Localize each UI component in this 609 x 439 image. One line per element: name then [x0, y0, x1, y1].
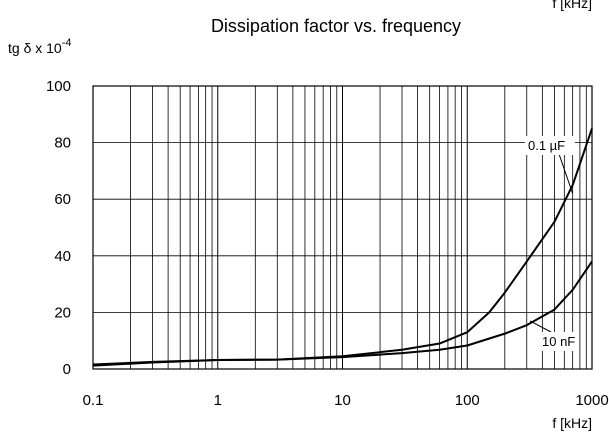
series-annotations: 0.1 µF 10 nF — [525, 136, 579, 351]
annotation-leader-line — [558, 153, 574, 194]
y-axis-label: tg δ x 10-4 — [8, 37, 72, 56]
x-tick-label: 0.1 — [83, 392, 104, 409]
plot-border — [92, 85, 593, 370]
y-tick-label: 80 — [54, 135, 71, 152]
series-line-1 — [92, 260, 593, 366]
plot-frame — [92, 85, 593, 370]
x-tick-label: 1 — [214, 392, 222, 409]
grid-lines — [92, 85, 592, 370]
y-tick-label: 100 — [46, 78, 71, 95]
y-tick-label: 60 — [54, 191, 71, 208]
x-tick-label: 1000 — [575, 392, 608, 409]
series-lines — [92, 128, 593, 367]
annotation-background — [539, 332, 579, 351]
series-annotation: 10 nF — [529, 320, 579, 351]
x-tick-label: 100 — [455, 392, 480, 409]
chart-title: Dissipation factor vs. frequency — [211, 16, 461, 36]
x-tick-labels: 0.1 1 10 100 1000 — [83, 392, 609, 409]
annotation-leader-line — [529, 320, 552, 333]
y-tick-labels: 0 20 40 60 80 100 — [46, 78, 71, 378]
series-annotation: 0.1 µF — [525, 136, 575, 194]
annotation-background — [525, 136, 575, 155]
corner-axis-label: f [kHz] — [552, 0, 592, 11]
x-axis-label: f [kHz] — [552, 415, 592, 431]
y-axis-label-exponent: -4 — [62, 37, 72, 49]
x-tick-label: 10 — [334, 392, 351, 409]
y-tick-label: 0 — [63, 361, 71, 378]
y-axis-label-base: tg δ x 10 — [8, 40, 62, 56]
y-tick-label: 20 — [54, 304, 71, 321]
series-label: 0.1 µF — [528, 138, 565, 153]
y-tick-label: 40 — [54, 248, 71, 265]
series-label: 10 nF — [542, 334, 575, 349]
